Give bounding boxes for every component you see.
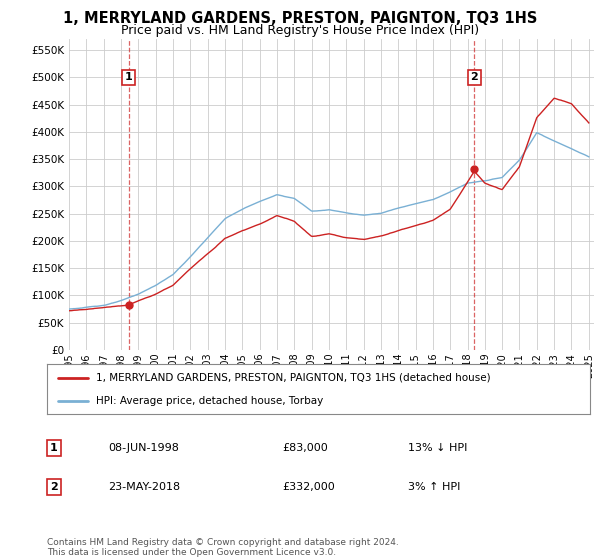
Text: 1: 1	[50, 443, 58, 453]
Text: 1, MERRYLAND GARDENS, PRESTON, PAIGNTON, TQ3 1HS: 1, MERRYLAND GARDENS, PRESTON, PAIGNTON,…	[63, 11, 537, 26]
Text: 3% ↑ HPI: 3% ↑ HPI	[408, 482, 460, 492]
Text: 08-JUN-1998: 08-JUN-1998	[108, 443, 179, 453]
Text: 2: 2	[470, 72, 478, 82]
Text: 1: 1	[125, 72, 133, 82]
Text: 23-MAY-2018: 23-MAY-2018	[108, 482, 180, 492]
Text: Price paid vs. HM Land Registry's House Price Index (HPI): Price paid vs. HM Land Registry's House …	[121, 24, 479, 36]
Text: Contains HM Land Registry data © Crown copyright and database right 2024.
This d: Contains HM Land Registry data © Crown c…	[47, 538, 398, 557]
Text: 2: 2	[50, 482, 58, 492]
Text: £332,000: £332,000	[282, 482, 335, 492]
Text: HPI: Average price, detached house, Torbay: HPI: Average price, detached house, Torb…	[95, 396, 323, 406]
Text: 13% ↓ HPI: 13% ↓ HPI	[408, 443, 467, 453]
Text: 1, MERRYLAND GARDENS, PRESTON, PAIGNTON, TQ3 1HS (detached house): 1, MERRYLAND GARDENS, PRESTON, PAIGNTON,…	[95, 372, 490, 382]
Text: £83,000: £83,000	[282, 443, 328, 453]
